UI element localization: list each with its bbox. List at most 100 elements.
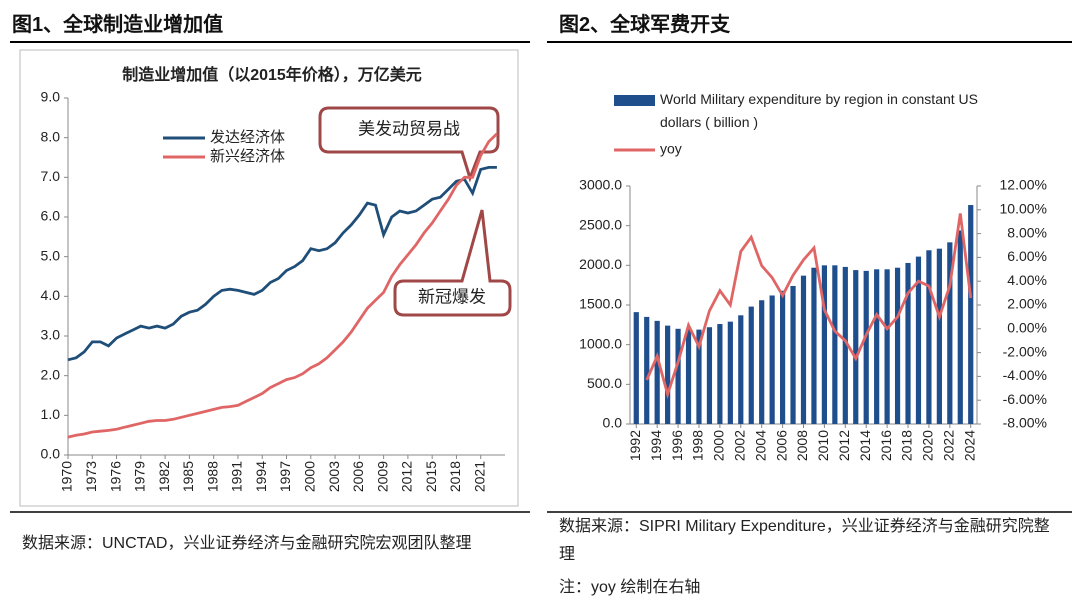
x-tick-label: 2000 [301,461,317,492]
x-tick-label: 2015 [423,461,439,492]
bar [675,328,681,424]
bar [790,285,796,424]
x-tick-label: 2008 [794,430,810,461]
y2-tick-label: 10.00% [1000,201,1047,217]
bar [853,270,859,424]
x-tick-label: 2006 [773,430,789,461]
bar [832,265,838,424]
x-tick-label: 1988 [204,461,220,492]
source: 数据来源：UNCTAD，兴业证券经济与金融研究院宏观团队整理 [22,535,472,552]
y2-tick-label: 0.00% [1007,320,1047,336]
x-tick-label: 2014 [857,430,873,461]
bar [769,295,775,424]
x-tick-label: 1997 [277,461,293,492]
x-tick-label: 2018 [447,461,463,492]
y-tick-label: 2.0 [41,366,61,382]
chart-title: 制造业增加值（以2015年价格），万亿美元 [122,65,422,84]
annotation: 新冠爆发 [418,287,486,306]
legend-label: 新兴经济体 [210,148,285,165]
x-tick-label: 1985 [180,461,196,492]
x-tick-label: 2022 [941,430,957,461]
y-tick-label: 2500.0 [579,216,622,232]
bar [654,320,660,424]
bar [842,266,848,424]
bar [748,306,754,424]
x-tick-label: 2020 [920,430,936,461]
bar [644,316,650,424]
y2-tick-label: -6.00% [1003,391,1047,407]
annotation: 美发动贸易战 [358,119,460,138]
x-tick-label: 2010 [815,430,831,461]
figure-title: 图2、全球军费开支 [559,14,731,36]
bar [968,205,974,424]
y-tick-label: 8.0 [41,128,61,144]
series-line [67,166,497,362]
x-tick-label: 2021 [471,461,487,492]
bar [759,300,765,424]
callout [393,209,512,317]
bar [874,269,880,424]
figure-title: 图1、全球制造业增加值 [12,14,224,36]
x-tick-label: 1992 [627,430,643,461]
series-line [645,213,973,400]
bar [633,312,639,424]
x-tick-label: 1991 [229,461,245,492]
x-tick-label: 2016 [878,430,894,461]
y-tick-label: 1000.0 [579,335,622,351]
y-tick-label: 500.0 [587,375,622,391]
y-tick-label: 3000.0 [579,177,622,193]
x-tick-label: 2000 [711,430,727,461]
bar [905,262,911,424]
bar [779,290,786,424]
x-tick-label: 2024 [961,430,977,461]
callout [318,106,500,183]
bar [894,267,901,424]
y2-tick-label: -8.00% [1003,415,1047,431]
bar [717,324,723,424]
bar [863,270,869,424]
y2-tick-label: -2.00% [1003,343,1047,359]
y-tick-label: 9.0 [41,89,61,105]
y2-tick-label: 12.00% [1000,177,1047,193]
y2-tick-label: 2.00% [1007,296,1047,312]
x-tick-label: 1976 [107,461,123,492]
y-tick-label: 6.0 [41,208,61,224]
y-tick-label: 3.0 [41,327,61,343]
legend-swatch [614,95,655,106]
bar [665,325,671,424]
series-line [67,132,498,439]
legend-label: yoy [660,141,682,157]
legend-label: World Military expenditure by region in … [660,91,979,130]
bar [811,267,817,424]
x-tick-label: 1982 [156,461,172,492]
bar [706,327,713,424]
legend-label: 发达经济体 [210,129,285,146]
x-tick-label: 1994 [648,430,664,461]
x-tick-label: 1996 [669,430,685,461]
x-tick-label: 2004 [752,430,768,461]
x-tick-label: 2002 [731,430,747,461]
x-tick-label: 2006 [350,461,366,492]
y-tick-label: 1.0 [41,406,61,422]
note: 注：yoy 绘制在右轴 [559,579,701,596]
x-tick-label: 1970 [59,461,75,492]
x-tick-label: 2009 [374,461,390,492]
bar [957,230,963,424]
bar [915,256,922,424]
source: 数据来源：SIPRI Military Expenditure，兴业证券经济与金… [559,518,1050,563]
y-tick-label: 7.0 [41,168,61,184]
y-tick-label: 5.0 [41,247,61,263]
x-tick-label: 2018 [899,430,915,461]
x-tick-label: 1998 [690,430,706,461]
y2-tick-label: -4.00% [1003,367,1047,383]
x-tick-label: 1994 [253,461,269,492]
x-tick-label: 2012 [399,461,415,492]
x-tick-label: 2003 [326,461,342,492]
bar [926,250,932,424]
chart-frame [19,49,519,507]
x-tick-label: 2012 [836,430,852,461]
y2-tick-label: 6.00% [1007,248,1047,264]
y-tick-label: 2000.0 [579,256,622,272]
bar [685,328,692,424]
